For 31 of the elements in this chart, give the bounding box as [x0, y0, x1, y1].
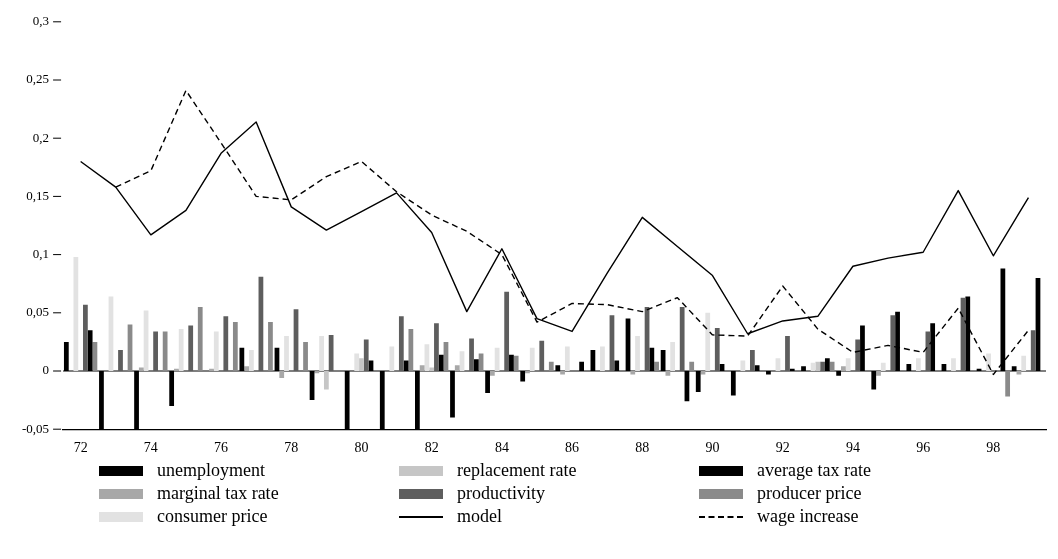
x-tick-label: 96 [916, 440, 931, 456]
y-tick-label: 0,1 [32, 246, 50, 262]
x-tick-label: 72 [73, 440, 88, 456]
legend-label: consumer price [157, 506, 268, 527]
legend-label: productivity [457, 483, 545, 504]
x-tick-label: 76 [214, 440, 229, 456]
legend-label: average tax rate [757, 460, 871, 481]
legend-label: replacement rate [457, 460, 577, 481]
legend-label: model [457, 506, 502, 527]
legend-label: producer price [757, 483, 862, 504]
y-tick-label: 0,05 [26, 304, 50, 320]
y-tick-label: 0,2 [32, 129, 50, 145]
x-tick-label: 98 [986, 440, 1001, 456]
x-tick-label: 82 [424, 440, 439, 456]
y-tick-label: 0,25 [26, 71, 50, 87]
y-tick-label: 0 [42, 362, 50, 378]
y-tick-label: -0,05 [21, 420, 50, 436]
x-tick-label: 80 [354, 440, 369, 456]
x-tick-label: 74 [143, 440, 158, 456]
x-tick-label: 78 [284, 440, 299, 456]
x-tick-label: 92 [775, 440, 790, 456]
legend-label: marginal tax rate [157, 483, 279, 504]
x-tick-label: 90 [705, 440, 720, 456]
legend-label: unemployment [157, 460, 265, 481]
y-tick-label: 0,3 [32, 13, 50, 29]
y-tick-label: 0,15 [26, 187, 50, 203]
x-tick-label: 86 [565, 440, 580, 456]
legend-label: wage increase [757, 506, 859, 527]
x-tick-label: 88 [635, 440, 650, 456]
x-tick-label: 94 [845, 440, 860, 456]
x-tick-label: 84 [494, 440, 509, 456]
